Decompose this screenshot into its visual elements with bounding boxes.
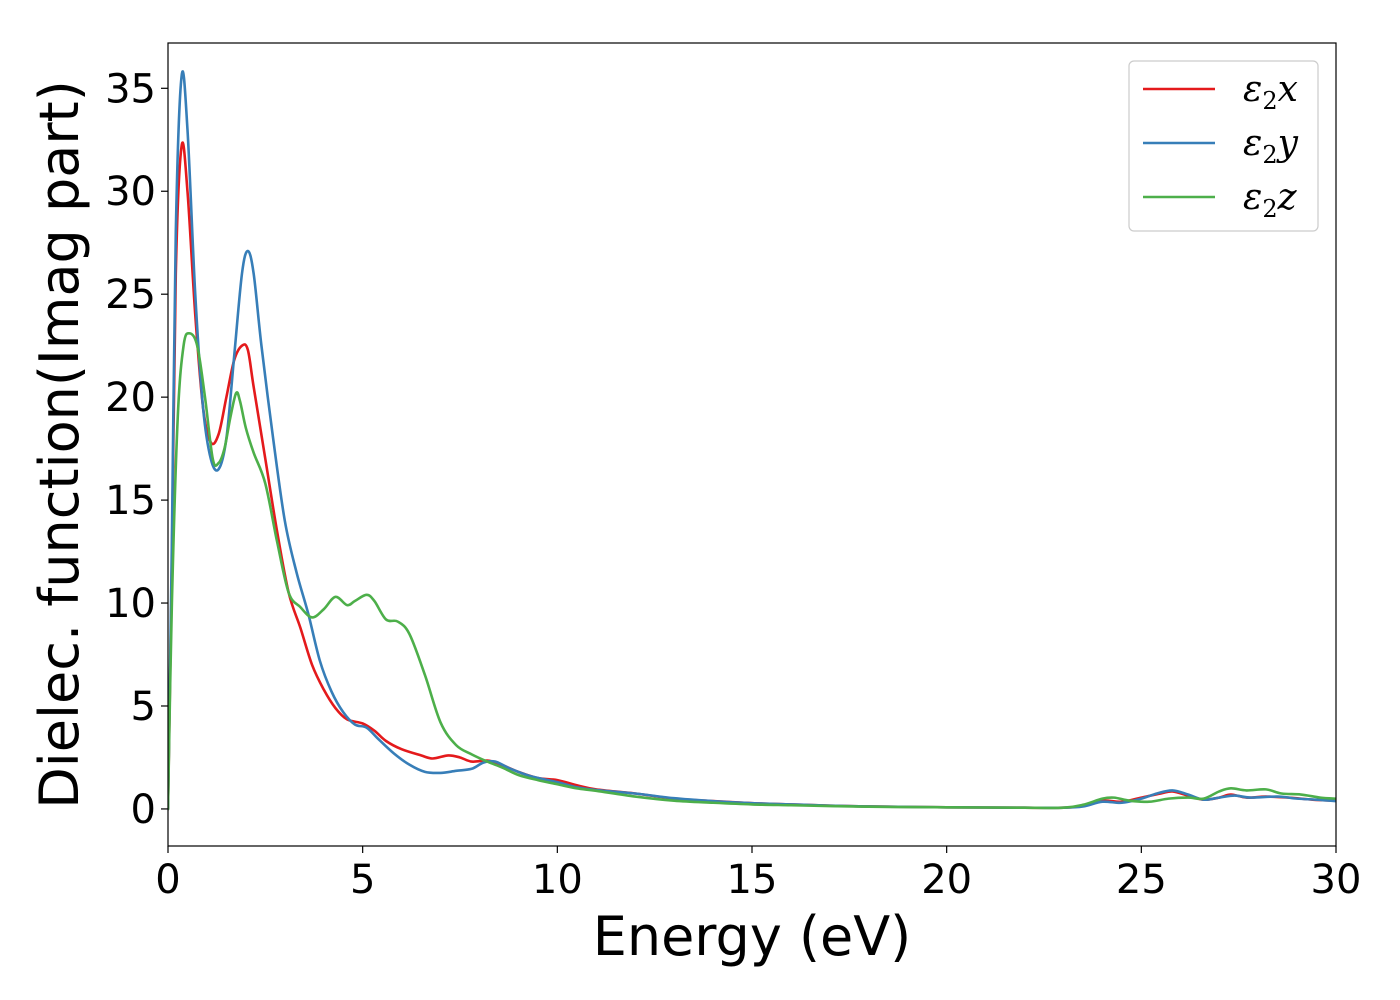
y-tick-label: 0 xyxy=(131,787,156,833)
y-tick-label: 35 xyxy=(105,66,156,112)
legend: ε2x ε2y ε2z xyxy=(1128,60,1319,232)
series-line-z xyxy=(168,331,1336,811)
x-tick-label: 10 xyxy=(532,857,583,903)
y-axis: 0 5 10 15 20 25 30 35 xyxy=(105,66,168,833)
x-tick-label: 15 xyxy=(727,857,778,903)
series-layer xyxy=(168,70,1336,811)
legend-label-y: ε2y xyxy=(1243,123,1299,169)
y-tick-label: 25 xyxy=(105,272,156,318)
series-line-x xyxy=(168,141,1336,811)
legend-label-x: ε2x xyxy=(1243,69,1298,115)
y-tick-label: 5 xyxy=(131,684,156,730)
y-tick-label: 30 xyxy=(105,169,156,215)
y-axis-title: Dielec. function(Imag part) xyxy=(28,80,91,809)
y-tick-label: 20 xyxy=(105,375,156,421)
x-tick-label: 30 xyxy=(1311,857,1362,903)
x-tick-label: 25 xyxy=(1116,857,1167,903)
x-tick-label: 0 xyxy=(155,857,180,903)
x-axis-title: Energy (eV) xyxy=(593,905,912,968)
x-tick-label: 20 xyxy=(921,857,972,903)
legend-box xyxy=(1128,60,1319,232)
y-tick-label: 15 xyxy=(105,478,156,524)
x-tick-label: 5 xyxy=(350,857,375,903)
x-axis: 0 5 10 15 20 25 30 xyxy=(155,846,1361,903)
legend-label-z: ε2z xyxy=(1243,177,1298,223)
y-tick-label: 10 xyxy=(105,581,156,627)
